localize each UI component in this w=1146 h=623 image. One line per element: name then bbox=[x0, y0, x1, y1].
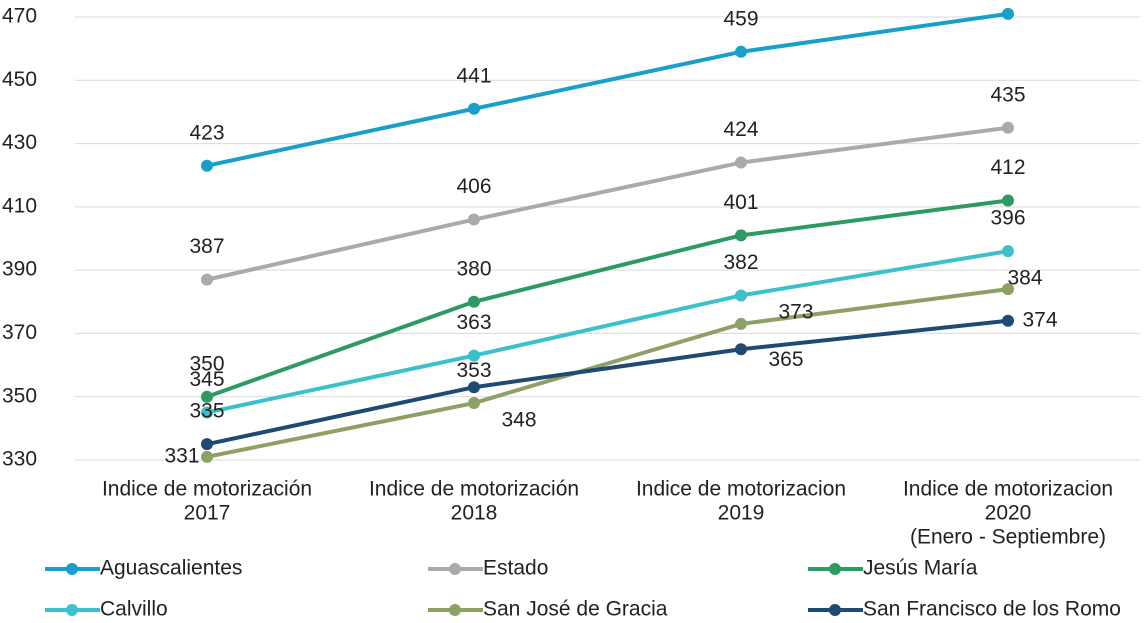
data-label: 374 bbox=[1022, 308, 1057, 331]
data-label: 423 bbox=[189, 121, 224, 144]
data-label: 441 bbox=[456, 64, 491, 87]
series-line bbox=[206, 287, 1009, 459]
point bbox=[1002, 245, 1014, 258]
point bbox=[468, 349, 480, 362]
data-label: 353 bbox=[456, 359, 491, 382]
legend-label: Calvillo bbox=[100, 598, 168, 621]
y-tick-label: 470 bbox=[2, 5, 37, 28]
point bbox=[201, 159, 213, 172]
point bbox=[201, 438, 213, 451]
legend-marker bbox=[829, 604, 841, 616]
point bbox=[468, 213, 480, 226]
legend-label: Estado bbox=[483, 557, 548, 580]
point bbox=[1002, 314, 1014, 327]
point bbox=[1002, 194, 1014, 207]
data-label: 401 bbox=[723, 191, 758, 214]
legend-marker bbox=[449, 604, 461, 616]
y-tick-label: 450 bbox=[2, 68, 37, 91]
data-label: 348 bbox=[501, 409, 536, 432]
point bbox=[468, 102, 480, 115]
point bbox=[735, 317, 747, 330]
point bbox=[735, 156, 747, 169]
data-label: 387 bbox=[189, 235, 224, 258]
data-label: 382 bbox=[723, 251, 758, 274]
series-line bbox=[206, 198, 1009, 399]
point bbox=[1002, 283, 1014, 296]
series-line bbox=[206, 11, 1009, 168]
legend-marker bbox=[66, 604, 78, 616]
data-label: 380 bbox=[456, 257, 491, 280]
point bbox=[201, 390, 213, 403]
x-tick-label: Indice de motorización bbox=[102, 478, 312, 501]
data-label: 331 bbox=[164, 444, 199, 467]
point bbox=[201, 273, 213, 286]
legend-marker bbox=[829, 563, 841, 575]
point bbox=[735, 229, 747, 242]
series-line bbox=[206, 125, 1009, 282]
legend-label: San Francisco de los Romo bbox=[863, 598, 1121, 621]
point bbox=[735, 343, 747, 356]
point bbox=[1002, 7, 1014, 20]
legend-label: Jesús María bbox=[863, 557, 978, 580]
point bbox=[735, 45, 747, 58]
x-tick-label: Indice de motorizacion bbox=[636, 478, 846, 501]
data-label: 424 bbox=[723, 118, 758, 141]
data-label: 435 bbox=[990, 83, 1025, 106]
legend-label: San José de Gracia bbox=[483, 598, 668, 621]
legend-marker bbox=[66, 563, 78, 575]
data-label: 459 bbox=[723, 7, 758, 30]
x-tick-label: Indice de motorización bbox=[369, 478, 579, 501]
point bbox=[201, 406, 213, 419]
point bbox=[468, 381, 480, 394]
x-tick-label: Indice de motorizacion bbox=[903, 478, 1113, 501]
y-tick-label: 430 bbox=[2, 131, 37, 154]
data-label: 384 bbox=[1007, 267, 1042, 290]
point bbox=[468, 295, 480, 308]
point bbox=[1002, 121, 1014, 134]
legend-marker bbox=[449, 563, 461, 575]
y-tick-label: 410 bbox=[2, 194, 37, 217]
data-label: 335 bbox=[189, 400, 224, 423]
data-label: 363 bbox=[456, 311, 491, 334]
x-tick-label: 2020 bbox=[985, 502, 1032, 525]
x-tick-label: 2017 bbox=[184, 502, 231, 525]
x-tick-label: (Enero - Septiembre) bbox=[910, 526, 1106, 549]
series-line bbox=[206, 249, 1009, 415]
legend-label: Aguascalientes bbox=[100, 557, 242, 580]
x-tick-label: 2019 bbox=[718, 502, 765, 525]
data-label: 412 bbox=[990, 156, 1025, 179]
y-tick-label: 390 bbox=[2, 258, 37, 281]
y-tick-label: 350 bbox=[2, 384, 37, 407]
point bbox=[735, 289, 747, 302]
data-label: 373 bbox=[778, 300, 813, 323]
point bbox=[201, 450, 213, 463]
x-tick-label: 2018 bbox=[451, 502, 498, 525]
data-label: 350 bbox=[189, 352, 224, 375]
data-label: 365 bbox=[768, 348, 803, 371]
data-label: 345 bbox=[189, 368, 224, 391]
y-tick-label: 370 bbox=[2, 321, 37, 344]
data-label: 406 bbox=[456, 175, 491, 198]
point bbox=[468, 397, 480, 410]
series-line bbox=[206, 318, 1009, 447]
y-tick-label: 330 bbox=[2, 448, 37, 471]
data-label: 396 bbox=[990, 207, 1025, 230]
